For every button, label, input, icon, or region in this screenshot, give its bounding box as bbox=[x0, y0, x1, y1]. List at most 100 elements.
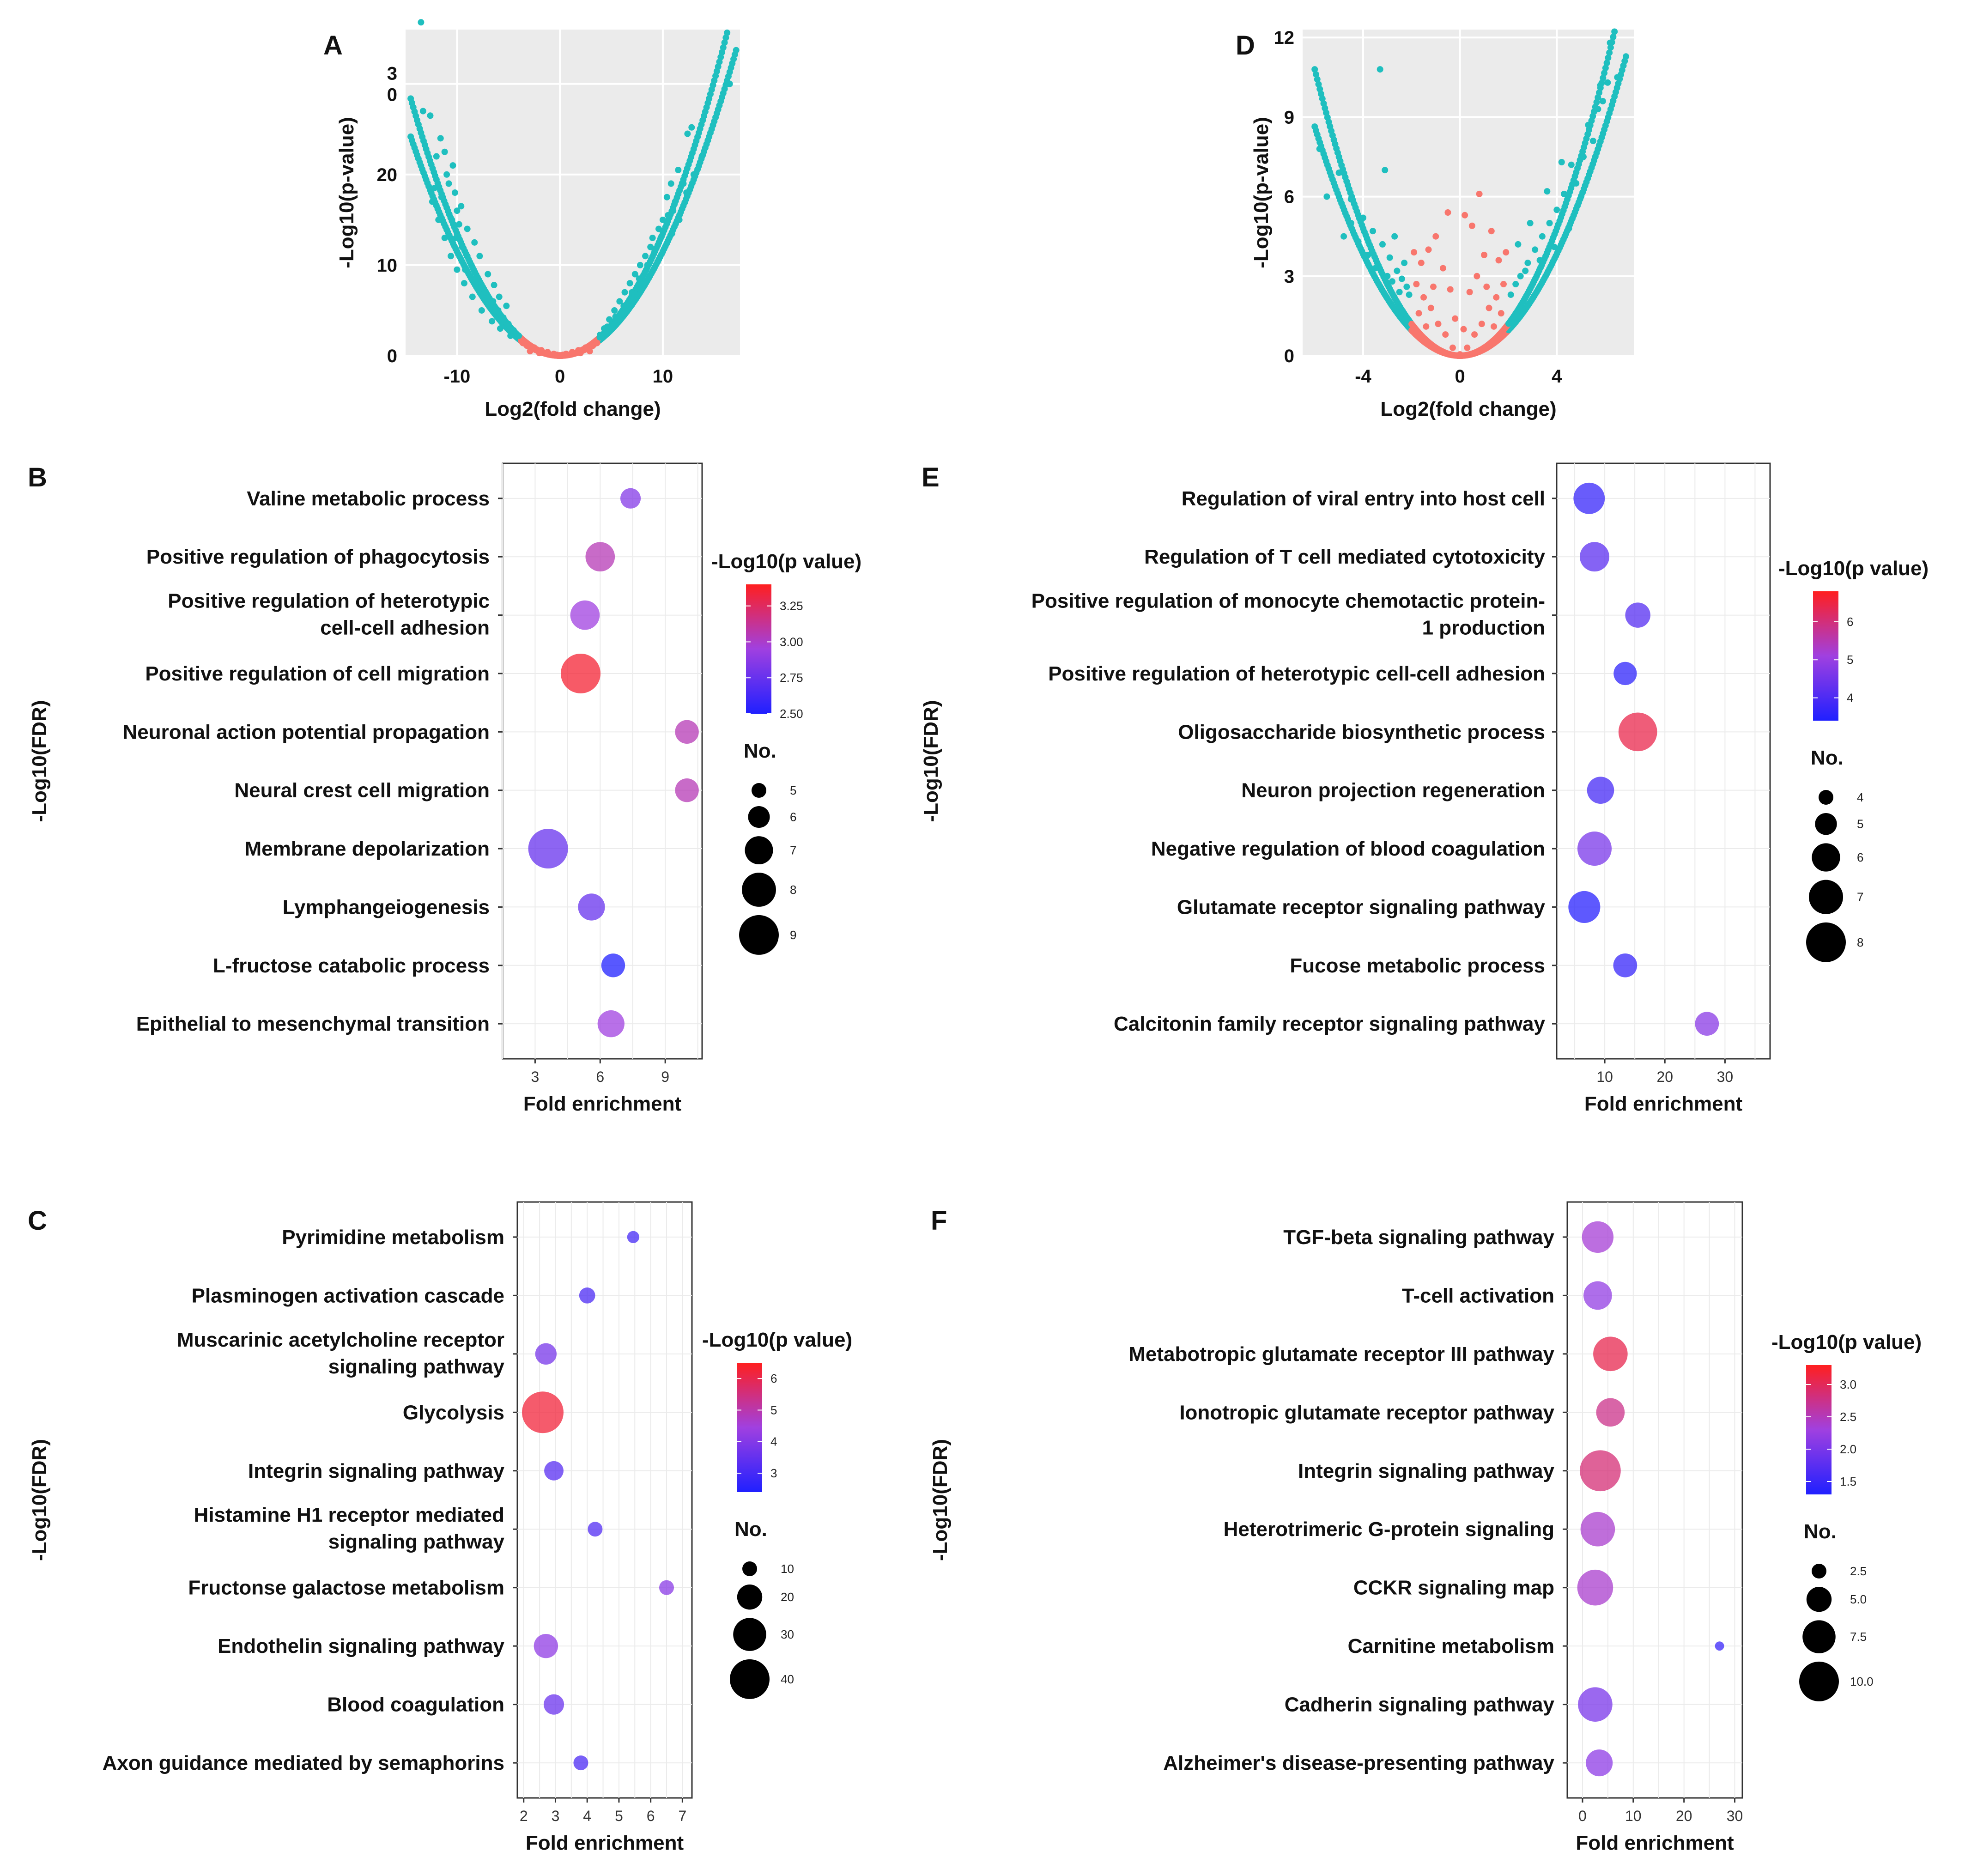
point bbox=[637, 261, 643, 268]
color-bar-tick-label: 2.75 bbox=[780, 671, 803, 685]
point bbox=[559, 352, 566, 358]
y-tick-label: 0 bbox=[1284, 346, 1294, 366]
point bbox=[496, 293, 503, 300]
size-legend-label: 5.0 bbox=[1850, 1592, 1867, 1606]
point bbox=[489, 318, 496, 325]
point bbox=[1439, 265, 1446, 272]
bubble bbox=[601, 953, 625, 977]
x-axis-title: Fold enrichment bbox=[526, 1832, 684, 1854]
point bbox=[1606, 49, 1613, 56]
category-label: Endothelin signaling pathway bbox=[218, 1635, 504, 1657]
point bbox=[448, 253, 455, 260]
point bbox=[1444, 209, 1451, 216]
category-label: Fucose metabolic process bbox=[1290, 954, 1545, 977]
point bbox=[455, 221, 462, 228]
bubble bbox=[585, 542, 615, 572]
point bbox=[429, 198, 436, 205]
size-legend-title: No. bbox=[1811, 747, 1844, 769]
category-label: Oligosaccharide biosynthetic process bbox=[1178, 721, 1545, 743]
x-axis-title: Fold enrichment bbox=[1584, 1093, 1743, 1115]
size-legend-label: 7.5 bbox=[1850, 1630, 1867, 1644]
bubble bbox=[1573, 482, 1605, 514]
point bbox=[675, 166, 682, 173]
bubble bbox=[1586, 1749, 1613, 1777]
point bbox=[497, 325, 503, 332]
point bbox=[1500, 281, 1507, 288]
y-axis-title: -Log10(p-value) bbox=[1250, 117, 1273, 268]
point bbox=[594, 340, 600, 346]
point bbox=[1604, 79, 1611, 86]
point bbox=[1466, 289, 1473, 296]
point bbox=[454, 266, 461, 273]
category-label: Valine metabolic process bbox=[247, 487, 490, 510]
point bbox=[1335, 169, 1342, 176]
x-tick-label: 6 bbox=[647, 1808, 655, 1824]
bubble bbox=[1580, 1512, 1615, 1547]
point bbox=[1483, 283, 1490, 290]
point bbox=[1420, 294, 1427, 301]
bubble bbox=[1568, 891, 1601, 923]
point bbox=[1603, 60, 1610, 67]
point bbox=[464, 253, 471, 260]
bubble bbox=[1618, 712, 1657, 752]
category-label: Calcitonin family receptor signaling pat… bbox=[1114, 1013, 1545, 1035]
point bbox=[683, 189, 690, 196]
x-tick-label: 20 bbox=[1676, 1808, 1692, 1824]
point bbox=[604, 323, 611, 330]
color-bar-tick-label: 4 bbox=[770, 1435, 777, 1449]
point bbox=[620, 303, 627, 310]
bubble bbox=[659, 1580, 674, 1595]
point bbox=[1476, 190, 1483, 197]
bubble bbox=[1578, 1687, 1613, 1722]
point bbox=[1311, 66, 1318, 73]
color-legend-title: -Log10(p value) bbox=[702, 1329, 852, 1351]
color-bar-tick-label: 1.5 bbox=[1840, 1475, 1856, 1488]
size-legend-label: 5 bbox=[1857, 817, 1863, 831]
point bbox=[1396, 289, 1403, 296]
point bbox=[1471, 331, 1478, 338]
point bbox=[1601, 70, 1608, 77]
point bbox=[1589, 138, 1596, 145]
size-legend-dot bbox=[737, 1585, 763, 1610]
point bbox=[1596, 89, 1603, 96]
point bbox=[1394, 267, 1401, 274]
panel-B: 3 6 9 Valine metabolic process Positive regu… bbox=[28, 462, 861, 1115]
x-tick-label: 10 bbox=[653, 366, 673, 387]
point bbox=[1435, 321, 1442, 328]
category-label: Neuron projection regeneration bbox=[1241, 779, 1545, 802]
bubble bbox=[597, 1010, 625, 1038]
bubble bbox=[573, 1755, 588, 1771]
point bbox=[657, 235, 664, 242]
point bbox=[612, 313, 619, 320]
category-label: L-fructose catabolic process bbox=[213, 954, 490, 977]
category-label: Positive regulation of heterotypic bbox=[168, 590, 490, 613]
point bbox=[1565, 225, 1572, 232]
category-label: Positive regulation of monocyte chemotac… bbox=[1031, 590, 1545, 613]
category-label: Regulation of viral entry into host cell bbox=[1182, 487, 1545, 510]
size-legend-dot bbox=[1806, 1587, 1832, 1612]
point bbox=[1524, 260, 1531, 267]
category-label: Metabotropic glutamate receptor III path… bbox=[1128, 1343, 1554, 1366]
x-axis-title: Fold enrichment bbox=[523, 1093, 682, 1115]
point bbox=[670, 207, 677, 214]
point bbox=[1602, 65, 1609, 72]
point bbox=[655, 225, 662, 232]
point bbox=[1316, 146, 1323, 152]
point bbox=[418, 19, 425, 26]
point bbox=[672, 198, 679, 205]
point bbox=[1495, 257, 1502, 264]
bubble bbox=[579, 1287, 595, 1304]
x-tick-label: 5 bbox=[615, 1808, 623, 1824]
point bbox=[1611, 28, 1618, 35]
bubble bbox=[1577, 832, 1612, 866]
size-legend-dot bbox=[1812, 1564, 1826, 1579]
point bbox=[676, 216, 683, 223]
y-tick-label: 3 bbox=[1284, 267, 1294, 287]
point bbox=[1449, 344, 1456, 351]
point bbox=[1411, 249, 1418, 256]
point bbox=[1539, 233, 1546, 240]
y-tick-label: 9 bbox=[1284, 107, 1294, 127]
point bbox=[1478, 321, 1485, 328]
point bbox=[1491, 323, 1498, 330]
x-axis-title: Fold enrichment bbox=[1576, 1832, 1734, 1854]
